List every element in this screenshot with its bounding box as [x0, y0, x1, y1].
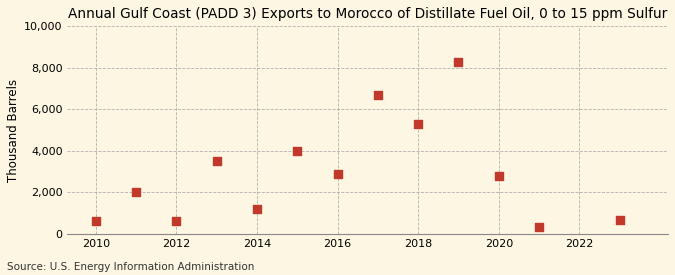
- Point: [373, 93, 383, 97]
- Point: [493, 174, 504, 178]
- Y-axis label: Thousand Barrels: Thousand Barrels: [7, 79, 20, 182]
- Point: [252, 207, 263, 211]
- Point: [292, 149, 302, 153]
- Point: [211, 159, 222, 163]
- Point: [90, 219, 101, 224]
- Point: [534, 224, 545, 229]
- Point: [453, 59, 464, 64]
- Point: [412, 122, 423, 126]
- Point: [130, 190, 141, 195]
- Point: [171, 219, 182, 224]
- Text: Source: U.S. Energy Information Administration: Source: U.S. Energy Information Administ…: [7, 262, 254, 272]
- Point: [332, 172, 343, 176]
- Point: [614, 218, 625, 223]
- Title: Annual Gulf Coast (PADD 3) Exports to Morocco of Distillate Fuel Oil, 0 to 15 pp: Annual Gulf Coast (PADD 3) Exports to Mo…: [68, 7, 668, 21]
